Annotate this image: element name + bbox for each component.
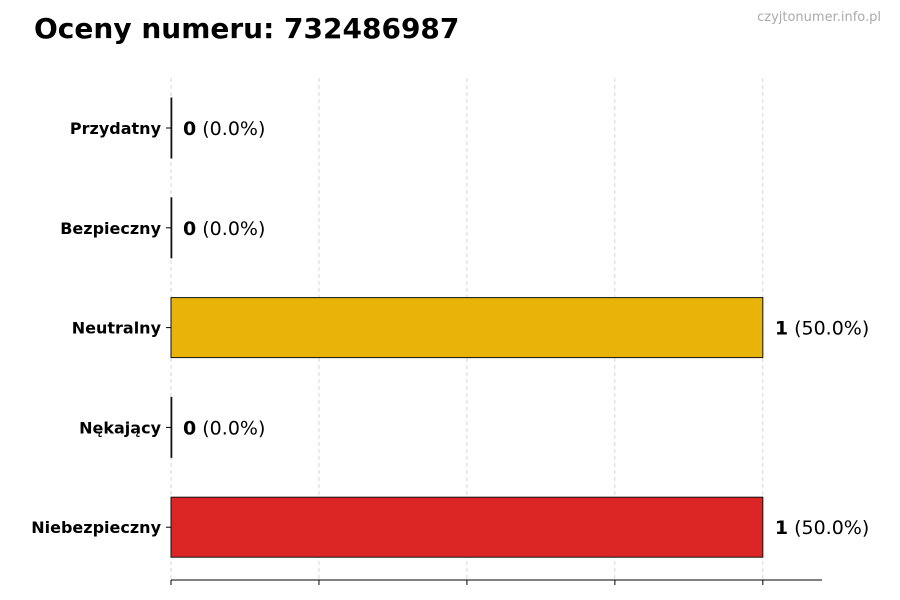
- bar: [170, 197, 173, 259]
- data-label: 0 (0.0%): [183, 118, 265, 140]
- data-label-value: 1: [775, 517, 788, 539]
- y-tick-label: Niebezpieczny: [31, 518, 161, 537]
- data-label-percent: (50.0%): [788, 318, 869, 340]
- data-label-percent: (0.0%): [196, 118, 265, 140]
- data-label-percent: (0.0%): [196, 417, 265, 439]
- data-label-percent: (50.0%): [788, 517, 869, 539]
- bar: [170, 396, 173, 458]
- watermark: czyjtonumer.info.pl: [757, 10, 881, 25]
- y-tick-label: Nękający: [79, 418, 161, 437]
- data-label: 1 (50.0%): [775, 318, 869, 340]
- data-label: 0 (0.0%): [183, 417, 265, 439]
- data-label-value: 0: [183, 118, 196, 140]
- bar: [170, 496, 764, 558]
- data-label: 0 (0.0%): [183, 218, 265, 240]
- bar: [170, 97, 173, 159]
- y-tick-label: Neutralny: [72, 319, 162, 338]
- data-label-value: 1: [775, 318, 788, 340]
- data-label-percent: (0.0%): [196, 218, 265, 240]
- data-label-value: 0: [183, 218, 196, 240]
- data-label-value: 0: [183, 417, 196, 439]
- y-tick-label: Przydatny: [70, 119, 162, 138]
- y-tick-label: Bezpieczny: [60, 219, 161, 238]
- data-label: 1 (50.0%): [775, 517, 869, 539]
- chart-title: Oceny numeru: 732486987: [34, 12, 460, 45]
- bar: [170, 297, 764, 359]
